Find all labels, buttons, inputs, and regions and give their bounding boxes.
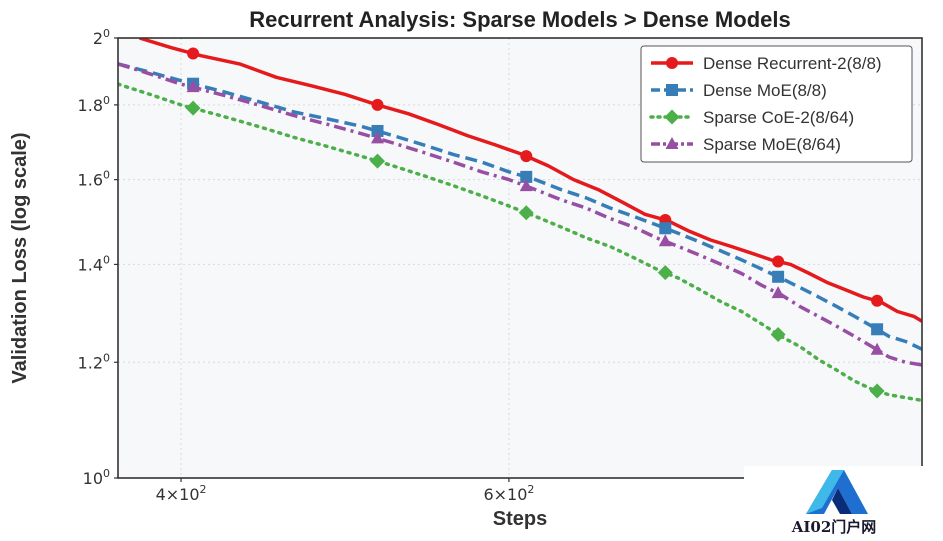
- data-point: [658, 234, 672, 247]
- data-point: [772, 255, 785, 268]
- legend-entry: Dense MoE(8/8): [651, 81, 827, 100]
- legend-marker: [666, 84, 678, 96]
- legend-label: Sparse MoE(8/64): [703, 135, 841, 154]
- data-point: [185, 100, 201, 116]
- y-tick-label: 1.80: [78, 94, 110, 115]
- y-tick-label: 100: [83, 467, 110, 488]
- data-point: [187, 47, 200, 60]
- legend-entry: Sparse CoE-2(8/64): [649, 108, 854, 127]
- y-tick-label: 1.40: [78, 253, 110, 274]
- data-point: [871, 323, 884, 336]
- legend-label: Sparse CoE-2(8/64): [703, 108, 854, 127]
- legend-box: [640, 45, 913, 163]
- x-tick-label: 6×102: [483, 483, 534, 504]
- legend-entry: Sparse MoE(8/64): [651, 135, 841, 154]
- data-point: [371, 131, 385, 144]
- watermark-logo-icon: [806, 470, 868, 514]
- series-line: [118, 62, 922, 351]
- data-point: [771, 286, 785, 299]
- data-point: [770, 326, 786, 342]
- series-line: [118, 62, 922, 367]
- series-3: [118, 82, 922, 403]
- plot-frame: [117, 37, 923, 479]
- legend-label: Dense MoE(8/8): [703, 81, 827, 100]
- legend-entry: Dense Recurrent-2(8/8): [651, 54, 882, 73]
- y-tick-label: 1.60: [78, 169, 110, 190]
- y-axis-label: Validation Loss (log scale): [9, 132, 31, 383]
- data-point: [371, 98, 384, 111]
- data-point: [520, 150, 533, 163]
- series-4: [118, 62, 922, 367]
- series-line: [139, 38, 922, 323]
- data-point: [186, 80, 200, 93]
- chart-title: Recurrent Analysis: Sparse Models > Dens…: [249, 7, 790, 32]
- data-point: [518, 205, 534, 221]
- series-group: [118, 38, 922, 403]
- legend: Dense Recurrent-2(8/8) Dense MoE(8/8) Spar…: [640, 45, 913, 163]
- data-point: [772, 270, 785, 283]
- data-point: [370, 153, 386, 169]
- watermark-text: AI02门户网: [791, 518, 877, 536]
- x-tick-label: 4×102: [156, 483, 207, 504]
- data-point: [520, 170, 533, 183]
- data-point: [371, 124, 384, 137]
- data-point: [659, 222, 672, 235]
- legend-marker: [664, 109, 680, 125]
- data-point: [519, 179, 533, 192]
- data-point: [871, 294, 884, 307]
- series-2: [118, 62, 922, 351]
- legend-label: Dense Recurrent-2(8/8): [703, 54, 882, 73]
- legend-marker: [666, 57, 678, 69]
- series-line: [118, 82, 922, 403]
- data-point: [869, 383, 885, 399]
- data-point: [657, 265, 673, 281]
- y-tick-label: 1.20: [78, 351, 110, 372]
- x-axis-label: Steps: [493, 508, 547, 530]
- legend-marker: [665, 137, 679, 149]
- watermark: AI02门户网: [744, 466, 924, 541]
- series-1: [139, 38, 922, 323]
- data-point: [870, 342, 884, 355]
- y-tick-label: 20: [93, 27, 110, 48]
